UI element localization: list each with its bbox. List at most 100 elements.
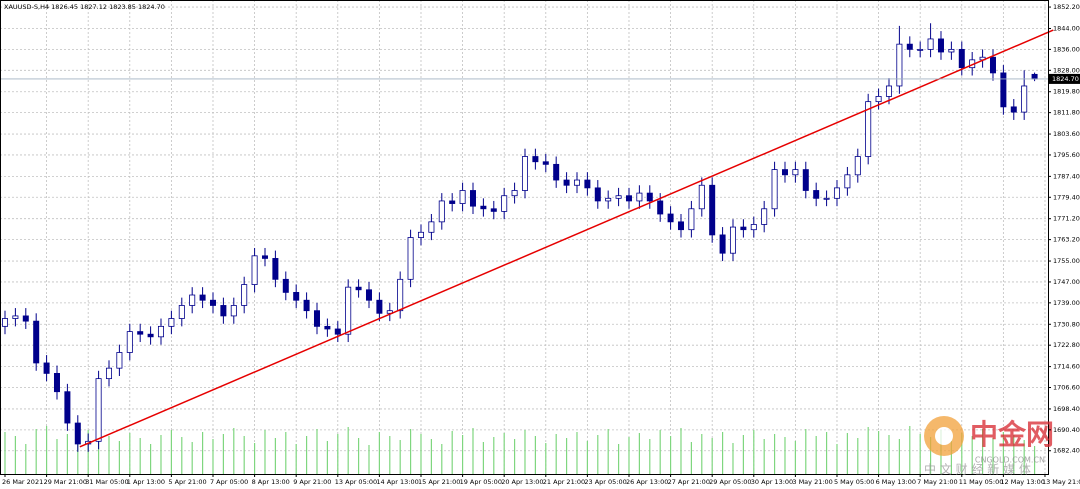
candle-body <box>885 85 892 97</box>
watermark-tagline: 中 文 财 经 新 媒 体 <box>924 462 1031 477</box>
candle-body <box>1021 85 1028 113</box>
x-tick-label: 20 Apr 13:00 <box>501 478 543 486</box>
candle-body <box>168 318 175 327</box>
candle-body <box>334 328 341 335</box>
y-tick-label: 1682.40 <box>1053 447 1080 455</box>
candle-body <box>948 48 955 53</box>
x-tick-label: 13 May 21:00 <box>1042 478 1080 486</box>
candle-body <box>490 208 497 212</box>
y-tick-label: 1844.00 <box>1053 24 1080 32</box>
candle-body <box>1010 106 1017 113</box>
candle-body <box>563 179 570 186</box>
watermark-name: 中金网 <box>970 418 1054 451</box>
candle-body <box>137 331 144 335</box>
candle-body <box>365 289 372 301</box>
candle-body <box>407 237 414 280</box>
candle-body <box>646 192 653 202</box>
current-price-tag <box>1049 73 1080 84</box>
candle-body <box>636 192 643 202</box>
x-tick-label: 14 Apr 13:00 <box>376 478 418 486</box>
x-tick-label: 6 May 13:00 <box>876 478 916 486</box>
candle-body <box>33 320 40 364</box>
candle-body <box>594 187 601 202</box>
candle-body <box>397 278 404 312</box>
candle-body <box>95 378 102 442</box>
candle-body <box>272 258 279 280</box>
candle-body <box>865 101 872 157</box>
candle-body <box>719 234 726 254</box>
x-tick-label: 3 May 21:00 <box>792 478 832 486</box>
y-tick-label: 1690.40 <box>1053 426 1080 434</box>
candle-body <box>542 161 549 165</box>
x-tick-label: 5 Apr 21:00 <box>168 478 206 486</box>
candle-body <box>750 224 757 231</box>
candle-body <box>355 286 362 291</box>
y-tick-label: 1755.00 <box>1053 257 1080 265</box>
candle-body <box>521 156 528 191</box>
candle-body <box>844 174 851 189</box>
x-tick-label: 1 Apr 13:00 <box>127 478 165 486</box>
candle-body <box>43 362 50 374</box>
y-tick-label: 1747.00 <box>1053 278 1080 286</box>
candle-body <box>917 48 924 51</box>
y-tick-label: 1787.40 <box>1053 172 1080 180</box>
watermark: 中金网 CNGOLD.COM.CN 中 文 财 经 新 媒 体 <box>924 416 1054 477</box>
candle-body <box>605 197 612 202</box>
y-tick-label: 1739.00 <box>1053 299 1080 307</box>
x-tick-label: 12 May 13:00 <box>1000 478 1045 486</box>
candle-body <box>230 305 237 317</box>
candle-body <box>823 197 830 200</box>
x-tick-label: 7 Apr 05:00 <box>210 478 248 486</box>
candle-body <box>199 294 206 301</box>
candle-body <box>293 291 300 301</box>
x-tick-label: 30 Apr 13:00 <box>751 478 793 486</box>
candle-body <box>761 208 768 225</box>
candle-body <box>927 38 934 50</box>
chart-title: XAUUSD-S,H4 1826.45 1827.12 1823.85 1824… <box>4 3 165 11</box>
candle-body <box>438 200 445 223</box>
candle-body <box>147 333 154 338</box>
candle-body <box>958 48 965 69</box>
candle-body <box>178 305 185 319</box>
candle-body <box>906 43 913 50</box>
candle-body <box>677 221 684 231</box>
y-tick-label: 1779.40 <box>1053 193 1080 201</box>
candle-body <box>313 310 320 327</box>
candle-body <box>303 299 310 312</box>
x-tick-label: 7 May 21:00 <box>917 478 957 486</box>
candle-body <box>126 331 133 353</box>
candle-body <box>53 372 60 393</box>
x-tick-label: 29 Mar 21:00 <box>44 478 87 486</box>
y-tick-label: 1722.80 <box>1053 341 1080 349</box>
candle-body <box>1 318 8 327</box>
y-tick-label: 1819.80 <box>1053 88 1080 96</box>
x-tick-label: 29 Apr 05:00 <box>709 478 751 486</box>
watermark-logo-inner <box>935 427 953 445</box>
candle-body <box>511 190 518 197</box>
candle-body <box>625 195 632 202</box>
y-tick-label: 1698.40 <box>1053 405 1080 413</box>
x-tick-label: 13 Apr 05:00 <box>335 478 377 486</box>
candle-body <box>802 169 809 191</box>
candle-body <box>501 195 508 212</box>
candle-body <box>64 391 71 424</box>
candle-body <box>792 169 799 176</box>
candle-body <box>261 255 268 259</box>
candle-body <box>781 169 788 176</box>
y-tick-label: 1730.80 <box>1053 320 1080 328</box>
candle-body <box>532 156 539 163</box>
candle-body <box>584 179 591 189</box>
candle-body <box>615 195 622 199</box>
candle-body <box>220 305 227 317</box>
candle-body <box>105 367 112 380</box>
candle-body <box>854 156 861 176</box>
candle-body <box>729 226 736 254</box>
candle-body <box>345 286 352 335</box>
candle-body <box>157 325 164 338</box>
candle-body <box>469 190 476 207</box>
candle-body <box>417 231 424 238</box>
candle-body <box>22 315 29 322</box>
x-tick-label: 26 Apr 13:00 <box>626 478 668 486</box>
candle-body <box>116 352 123 369</box>
candle-body <box>896 43 903 87</box>
